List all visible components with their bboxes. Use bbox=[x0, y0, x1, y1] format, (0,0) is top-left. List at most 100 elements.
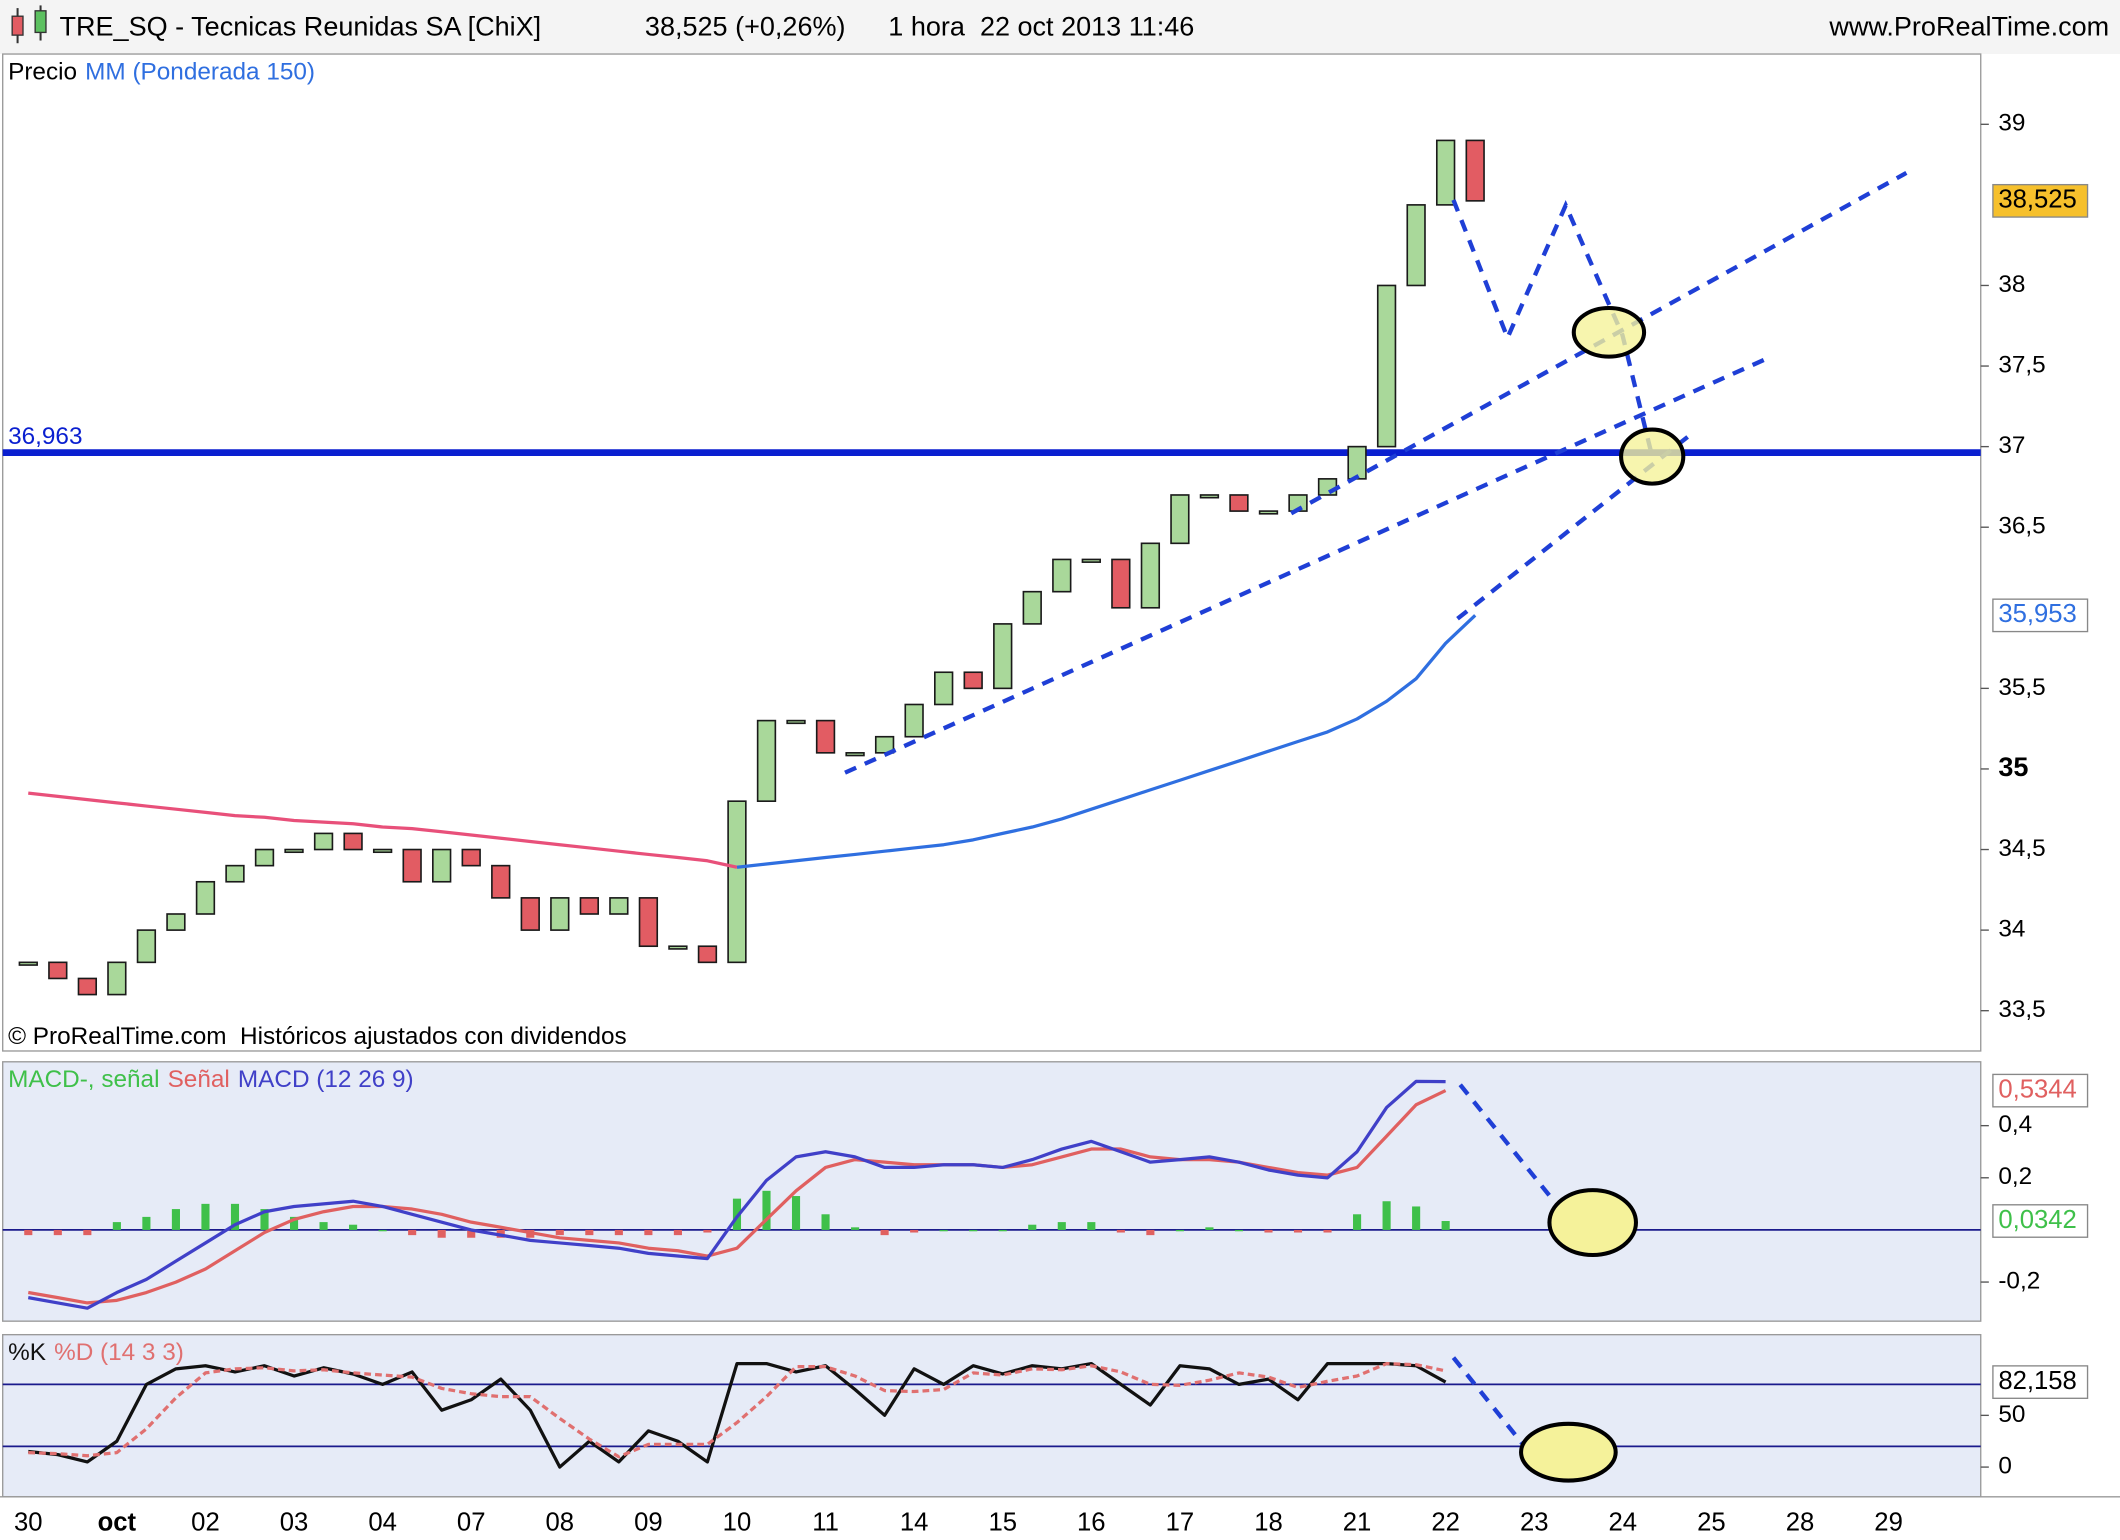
x-tick-label: 18 bbox=[1254, 1509, 1283, 1537]
last-value-label: 35,953 bbox=[1998, 600, 2077, 628]
highlight-circle bbox=[1519, 1421, 1618, 1483]
x-tick-label: 10 bbox=[723, 1509, 752, 1537]
candle bbox=[1317, 478, 1338, 496]
histogram-bar bbox=[378, 1229, 387, 1232]
y-tick-label: 35,5 bbox=[1998, 674, 2045, 701]
highlight-circle bbox=[1619, 427, 1686, 486]
histogram-bar bbox=[1293, 1229, 1303, 1233]
y-tick-label: 34,5 bbox=[1998, 835, 2045, 862]
candle bbox=[786, 719, 806, 725]
series-line bbox=[28, 1361, 1447, 1469]
histogram-bar bbox=[939, 1229, 948, 1232]
candle bbox=[520, 897, 540, 931]
x-tick-label: 16 bbox=[1077, 1509, 1106, 1537]
histogram-bar bbox=[1116, 1229, 1125, 1233]
candle bbox=[402, 848, 422, 883]
last-value-label: 0,5344 bbox=[1998, 1075, 2077, 1103]
y-tick-label: 39 bbox=[1998, 110, 2025, 137]
projection-path bbox=[1451, 199, 1655, 458]
histogram-bar bbox=[1441, 1221, 1450, 1230]
histogram-bar bbox=[851, 1227, 860, 1230]
x-tick-label: 23 bbox=[1520, 1509, 1549, 1537]
candle bbox=[845, 752, 865, 757]
candle bbox=[904, 703, 924, 738]
candle bbox=[1170, 494, 1190, 545]
y-tick-label: 34 bbox=[1998, 916, 2025, 943]
x-tick-label: oct bbox=[98, 1509, 137, 1537]
histogram-bar bbox=[703, 1229, 712, 1233]
projection-path bbox=[1458, 1083, 1557, 1204]
y-tick-label: 36,5 bbox=[1998, 513, 2045, 540]
histogram-bar bbox=[1146, 1229, 1155, 1236]
last-value-box bbox=[1992, 183, 2089, 218]
histogram-bar bbox=[614, 1229, 623, 1236]
histogram-bar bbox=[1175, 1229, 1184, 1232]
histogram-bar bbox=[585, 1229, 594, 1236]
series-line bbox=[736, 614, 1477, 869]
candle bbox=[1022, 590, 1042, 625]
candle bbox=[993, 623, 1013, 690]
legend-entry: Señal bbox=[168, 1066, 230, 1093]
candle bbox=[1140, 542, 1161, 609]
candle bbox=[1465, 139, 1485, 202]
header-quote: 38,525 (+0,26%) bbox=[645, 12, 846, 42]
y-tick-label: 38 bbox=[1998, 271, 2025, 298]
histogram-bar bbox=[1234, 1229, 1244, 1232]
candle bbox=[815, 719, 836, 754]
candle bbox=[343, 832, 363, 851]
x-tick-label: 25 bbox=[1697, 1509, 1726, 1537]
histogram-bar bbox=[673, 1229, 682, 1236]
histogram-bar bbox=[142, 1216, 151, 1230]
y-tick-label: 33,5 bbox=[1998, 996, 2045, 1023]
histogram-bar bbox=[1205, 1227, 1214, 1230]
histogram-bar bbox=[791, 1196, 801, 1230]
candle bbox=[1406, 204, 1426, 287]
candle bbox=[491, 864, 511, 899]
x-tick-label: 15 bbox=[988, 1509, 1017, 1537]
last-value-box bbox=[1992, 1204, 2089, 1238]
candle bbox=[756, 719, 777, 802]
histogram-bar bbox=[201, 1203, 210, 1230]
histogram-bar bbox=[1264, 1229, 1273, 1233]
x-tick-label: 28 bbox=[1786, 1509, 1815, 1537]
legend-entry: MM (Ponderada 150) bbox=[85, 58, 315, 85]
candle bbox=[1258, 510, 1279, 515]
histogram-bar bbox=[408, 1229, 417, 1236]
candle bbox=[1347, 445, 1367, 480]
price-panel bbox=[2, 53, 1982, 1052]
histogram-bar bbox=[732, 1198, 742, 1230]
histogram-bar bbox=[762, 1190, 771, 1230]
candle bbox=[1199, 494, 1220, 499]
highlight-circle bbox=[1571, 305, 1647, 359]
y-tick-label: 35 bbox=[1998, 752, 2028, 782]
histogram-bar bbox=[171, 1209, 180, 1230]
candle bbox=[1229, 494, 1249, 512]
x-tick-label: 07 bbox=[457, 1509, 486, 1537]
histogram-bar bbox=[880, 1229, 889, 1236]
y-tick-label: 0 bbox=[1998, 1453, 2012, 1480]
last-value-label: 0,0342 bbox=[1998, 1206, 2077, 1234]
reference-label: 36,963 bbox=[8, 423, 82, 450]
y-tick-label: 0,4 bbox=[1998, 1111, 2032, 1138]
header-period: 1 hora 22 oct 2013 11:46 bbox=[888, 12, 1194, 42]
histogram-bar bbox=[437, 1229, 446, 1238]
x-tick-label: 09 bbox=[634, 1509, 663, 1537]
header-title: TRE_SQ - Tecnicas Reunidas SA [ChiX] bbox=[59, 12, 541, 42]
x-tick-label: 08 bbox=[546, 1509, 575, 1537]
x-tick-label: 14 bbox=[900, 1509, 929, 1537]
candle bbox=[550, 897, 570, 931]
app-icon bbox=[11, 5, 47, 44]
footer-note: © ProRealTime.com Históricos ajustados c… bbox=[8, 1023, 627, 1050]
x-tick-label: 02 bbox=[191, 1509, 220, 1537]
macd-panel bbox=[2, 1061, 1982, 1322]
candle bbox=[136, 929, 157, 964]
x-tick-label: 24 bbox=[1609, 1509, 1638, 1537]
histogram-bar bbox=[644, 1229, 653, 1236]
candle bbox=[1111, 558, 1131, 609]
projection-overlays bbox=[844, 171, 1908, 1483]
legend-entry: Precio bbox=[8, 58, 77, 85]
last-value-label: 38,525 bbox=[1998, 186, 2077, 214]
histogram-bar bbox=[24, 1229, 33, 1236]
legend-entry: MACD-, señal bbox=[8, 1066, 159, 1093]
x-tick-label: 22 bbox=[1431, 1509, 1460, 1537]
